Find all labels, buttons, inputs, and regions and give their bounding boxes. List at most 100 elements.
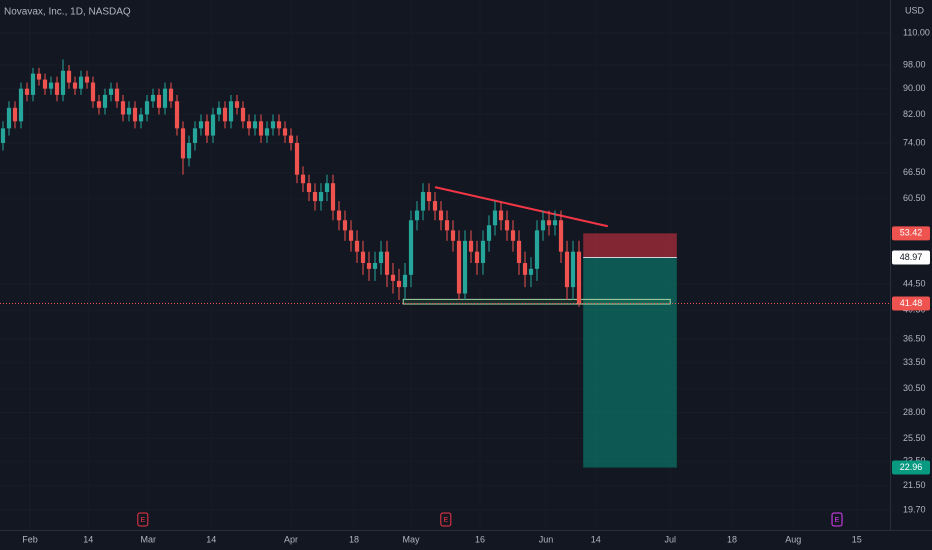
entry-price-label-bg: [892, 250, 930, 265]
y-tick-label: 74.00: [903, 137, 926, 147]
candle-body: [234, 101, 240, 108]
currency: USD: [905, 5, 925, 15]
candle-body: [552, 220, 558, 226]
candle-body: [168, 88, 174, 102]
candle-body: [240, 107, 246, 122]
x-tick-label: 18: [349, 534, 359, 544]
candle-body: [336, 210, 342, 221]
stop-price-label: 53.42: [900, 228, 923, 238]
candle-body: [384, 251, 390, 275]
last-price-label-bg: [892, 296, 930, 311]
x-tick-label: 14: [591, 534, 601, 544]
candle-body: [72, 82, 78, 89]
x-tick-label: 18: [727, 534, 737, 544]
y-tick-label: 60.50: [903, 193, 926, 203]
candle-body: [246, 121, 252, 129]
x-tick-label: 14: [83, 534, 93, 544]
candle-body: [288, 135, 294, 143]
candle-body: [180, 128, 186, 159]
y-tick-label: 44.50: [903, 278, 926, 288]
candle-body: [156, 94, 162, 108]
candle-body: [144, 101, 150, 115]
candle-body: [174, 101, 180, 129]
candle-body: [96, 101, 102, 108]
earnings-label: E: [443, 517, 448, 524]
earnings-marker: [137, 512, 149, 527]
candle-body: [66, 70, 72, 83]
candle-body: [78, 76, 84, 89]
candle-body: [462, 240, 468, 294]
candle-body: [366, 263, 372, 269]
candle-body: [264, 128, 270, 136]
candle-body: [498, 210, 504, 221]
earnings-label: E: [140, 517, 145, 524]
y-tick-label: 25.50: [903, 433, 926, 443]
candle-body: [216, 107, 222, 115]
candle-body: [276, 121, 282, 129]
candle-body: [270, 121, 276, 129]
candle-body: [42, 79, 48, 89]
earnings-marker: [831, 512, 843, 527]
candle-body: [6, 107, 12, 129]
candle-body: [468, 240, 474, 252]
candle-body: [114, 88, 120, 102]
candle-body: [192, 128, 198, 143]
trendline: [434, 186, 609, 228]
candle-body: [228, 101, 234, 122]
support-box: [402, 298, 671, 305]
candle-body: [486, 225, 492, 241]
candle-body: [342, 220, 348, 231]
x-tick-label: Feb: [22, 534, 38, 544]
entry-price-label: 48.97: [900, 252, 923, 262]
candle-body: [378, 251, 384, 264]
candle-body: [516, 240, 522, 264]
x-tick-label: 15: [852, 534, 862, 544]
x-tick-label: Jul: [664, 534, 676, 544]
candle-body: [90, 82, 96, 102]
y-tick-label: 33.50: [903, 357, 926, 367]
earnings-marker: [440, 512, 452, 527]
y-tick-label: 82.00: [903, 109, 926, 119]
candle-body: [420, 192, 426, 211]
candle-body: [210, 114, 216, 136]
candle-body: [324, 183, 330, 193]
candle-body: [354, 240, 360, 252]
candle-body: [126, 107, 132, 115]
y-tick-label: 28.00: [903, 407, 926, 417]
candle-body: [492, 210, 498, 226]
candle-body: [306, 183, 312, 193]
candle-body: [282, 128, 288, 136]
y-tick-label: 21.50: [903, 480, 926, 490]
target-price-label-bg: [892, 460, 930, 475]
y-tick-label: 30.50: [903, 383, 926, 393]
candle-body: [564, 251, 570, 288]
y-tick-label: 36.50: [903, 333, 926, 343]
candle-body: [150, 94, 156, 102]
candle-body: [408, 220, 414, 275]
candle-body: [108, 88, 114, 95]
candle-body: [30, 73, 36, 95]
x-tick-label: 16: [475, 534, 485, 544]
candle-body: [474, 251, 480, 264]
x-tick-label: 14: [206, 534, 216, 544]
candle-body: [312, 192, 318, 202]
candle-body: [504, 220, 510, 231]
stop-price-label-bg: [892, 226, 930, 241]
candle-body: [330, 183, 336, 211]
y-tick-label: 19.70: [903, 504, 926, 514]
candle-body: [300, 174, 306, 184]
candle-body: [576, 251, 582, 304]
candle-body: [162, 88, 168, 108]
candle-body: [432, 201, 438, 211]
last-price-label: 41.48: [900, 298, 923, 308]
x-tick-label: May: [403, 534, 421, 544]
candle-body: [60, 70, 66, 95]
candle-body: [24, 88, 30, 95]
candle-body: [198, 121, 204, 129]
y-tick-label: 110.00: [903, 27, 930, 37]
candle-body: [294, 142, 300, 175]
candle-body: [120, 101, 126, 115]
target-price-label: 22.96: [900, 462, 923, 472]
candle-body: [528, 268, 534, 275]
